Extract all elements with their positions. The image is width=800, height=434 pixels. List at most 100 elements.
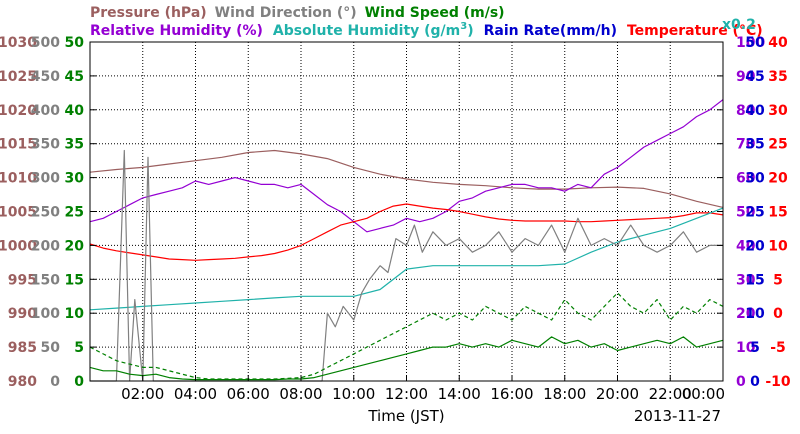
rain-tick-label: 50 [745, 35, 765, 51]
rh-tick-label: 90 [736, 69, 756, 85]
legend-ah: Absolute Humidity (g/m [273, 23, 460, 39]
rh-tick-label: 20 [736, 306, 756, 322]
series-ah-line [89, 207, 724, 311]
x-tick-label: 06:00 [227, 385, 270, 403]
wind_dir-tick-label: 250 [31, 205, 60, 221]
x-tick-label: 10:00 [332, 385, 375, 403]
rh-tick-label: 50 [736, 205, 756, 221]
wind_speed-tick-label: 40 [65, 103, 85, 119]
series-temp-line [89, 203, 724, 261]
rh-tick-label: 10 [736, 340, 756, 356]
rh-tick-label: 60 [736, 171, 756, 187]
legend-row-2: Relative Humidity (%) Absolute Humidity (… [90, 21, 763, 39]
temp-tick-label: 35 [768, 69, 787, 85]
pressure-tick-label: 1005 [0, 205, 37, 221]
wind_dir-tick-label: 400 [31, 103, 60, 119]
wind_dir-tick-label: 500 [31, 35, 60, 51]
wind_speed-tick-label: 5 [74, 340, 84, 356]
legend-ah-sup: 3 [460, 21, 467, 32]
temp-tick-label: 20 [768, 171, 788, 187]
legend-ah-scale: x0.2 [722, 17, 756, 33]
temp-tick-label: 0 [773, 306, 783, 322]
pressure-tick-label: 1025 [0, 69, 37, 85]
series-rh-line [89, 99, 724, 233]
rain-tick-label: 20 [745, 238, 765, 254]
temp-tick-label: 15 [768, 205, 787, 221]
wind_speed-tick-label: 45 [65, 69, 84, 85]
x-tick-label: 08:00 [279, 385, 322, 403]
wind_dir-tick-label: 50 [41, 340, 61, 356]
wind_dir-tick-label: 0 [50, 374, 60, 390]
pressure-tick-label: 1000 [0, 238, 37, 254]
x-tick-label: 04:00 [174, 385, 217, 403]
wind_dir-tick-label: 200 [31, 238, 60, 254]
x-tick-label: 18:00 [543, 385, 586, 403]
rain-tick-label: 35 [745, 137, 764, 153]
rain-tick-label: 10 [745, 306, 765, 322]
y-axes: 9809859909951000100510101015102010251030… [0, 35, 791, 390]
wind_speed-tick-label: 15 [65, 272, 84, 288]
temp-tick-label: -10 [765, 374, 791, 390]
rain-tick-label: 15 [745, 272, 764, 288]
rain-tick-label: 40 [745, 103, 765, 119]
wind_dir-tick-label: 100 [31, 306, 60, 322]
rh-tick-label: 80 [736, 103, 756, 119]
x-axis-title: Time (JST) [367, 407, 444, 425]
pressure-tick-label: 1010 [0, 171, 37, 187]
temp-tick-label: -5 [770, 340, 786, 356]
temp-tick-label: 5 [773, 272, 783, 288]
rain-tick-label: 5 [750, 340, 760, 356]
rh-tick-label: 40 [736, 238, 756, 254]
wind_speed-tick-label: 10 [65, 306, 85, 322]
temp-tick-label: 40 [768, 35, 788, 51]
series-wind_dir-line [90, 149, 723, 382]
temp-tick-label: 10 [768, 238, 788, 254]
temp-tick-label: 25 [768, 137, 787, 153]
pressure-tick-label: 995 [8, 272, 37, 288]
wind_dir-tick-label: 350 [31, 137, 60, 153]
chart-date: 2013-11-27 [634, 407, 721, 425]
legend-ah-close: ) [467, 23, 473, 39]
legend-wind_speed: Wind Speed (m/s) [365, 5, 505, 21]
grid [90, 42, 723, 381]
wind_speed-tick-label: 20 [65, 238, 85, 254]
legend-rain: Rain Rate(mm/h) [484, 23, 617, 39]
pressure-tick-label: 1030 [0, 35, 37, 51]
rh-tick-label: 70 [736, 137, 756, 153]
x-tick-label: 20:00 [596, 385, 639, 403]
legend-row-1: Pressure (hPa) Wind Direction (°) Wind Spe… [90, 5, 505, 21]
wind_dir-tick-label: 150 [31, 272, 60, 288]
wind_speed-tick-label: 0 [74, 374, 84, 390]
legend-rh: Relative Humidity (%) [90, 23, 263, 39]
x-tick-label: 22:00 [649, 385, 692, 403]
pressure-tick-label: 985 [8, 340, 37, 356]
x-tick-label: 14:00 [438, 385, 481, 403]
legend-wind_dir: Wind Direction (°) [215, 5, 357, 21]
legend-temp: Temperature (°C) [627, 23, 763, 39]
wind_speed-tick-label: 25 [65, 205, 84, 221]
rh-tick-label: 0 [736, 374, 746, 390]
x-tick-label: 02:00 [121, 385, 164, 403]
rain-tick-label: 30 [745, 171, 765, 187]
rain-tick-label: 0 [750, 374, 760, 390]
wind_speed-tick-label: 50 [65, 35, 85, 51]
pressure-tick-label: 1015 [0, 137, 37, 153]
x-tick-label: 16:00 [490, 385, 533, 403]
wind_speed-tick-label: 35 [65, 137, 84, 153]
pressure-tick-label: 990 [8, 306, 37, 322]
pressure-tick-label: 1020 [0, 103, 37, 119]
legend: Pressure (hPa) Wind Direction (°) Wind Spe… [90, 5, 763, 39]
wind_dir-tick-label: 450 [31, 69, 60, 85]
series-wind_speed-line [89, 336, 724, 381]
pressure-tick-label: 980 [8, 374, 37, 390]
rain-tick-label: 45 [745, 69, 764, 85]
wind_dir-tick-label: 300 [31, 171, 60, 187]
x-tick-label: 00:00 [682, 385, 725, 403]
x-tick-label: 12:00 [385, 385, 428, 403]
wind_speed-tick-label: 30 [65, 171, 85, 187]
temp-tick-label: 30 [768, 103, 788, 119]
series-pressure-line [89, 149, 724, 208]
legend-pressure: Pressure (hPa) [90, 5, 207, 21]
rain-tick-label: 25 [745, 205, 764, 221]
